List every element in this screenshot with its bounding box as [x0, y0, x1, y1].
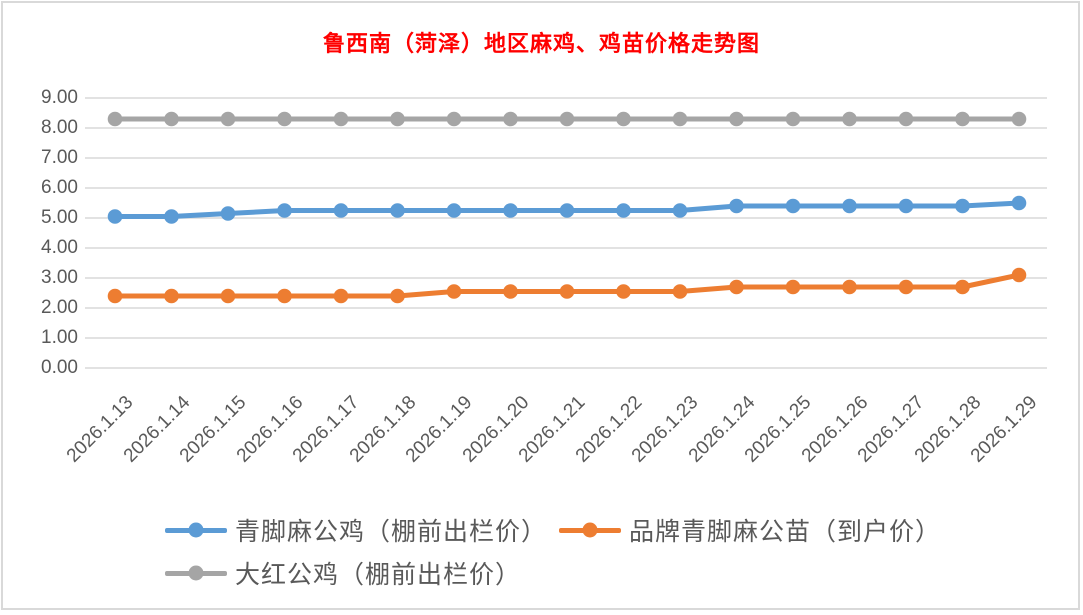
- data-point: [390, 111, 405, 127]
- data-point: [333, 288, 349, 304]
- data-point: [277, 203, 292, 218]
- data-point: [785, 111, 801, 127]
- data-point: [503, 111, 518, 127]
- data-point: [107, 288, 123, 304]
- y-tick-label: 2.00: [41, 297, 78, 318]
- y-tick-label: 8.00: [41, 117, 78, 138]
- data-point: [729, 279, 744, 295]
- legend-row: 青脚麻公鸡（棚前出栏价） 品牌青脚麻公苗（到户价）: [165, 513, 941, 547]
- data-point: [164, 209, 179, 224]
- data-point: [107, 111, 123, 127]
- data-point: [220, 288, 236, 304]
- y-tick-label: 3.00: [41, 267, 78, 288]
- data-point: [672, 284, 688, 299]
- legend-item: 大红公鸡（棚前出栏价）: [165, 556, 521, 590]
- data-point: [955, 198, 970, 214]
- legend-marker-icon: [559, 522, 622, 538]
- data-point: [1011, 267, 1027, 283]
- data-point: [446, 111, 462, 127]
- chart-title: 鲁西南（菏泽）地区麻鸡、鸡苗价格走势图: [322, 31, 760, 56]
- legend-item: 品牌青脚麻公苗（到户价）: [559, 513, 941, 547]
- data-point: [898, 111, 914, 127]
- data-point: [107, 209, 123, 224]
- y-tick-label: 9.00: [41, 87, 78, 108]
- data-point: [277, 111, 292, 127]
- data-point: [842, 198, 857, 214]
- legend-label: 品牌青脚麻公苗（到户价）: [629, 519, 942, 546]
- data-point: [277, 288, 292, 304]
- legend-marker-icon: [165, 565, 227, 581]
- legend-marker-icon: [165, 522, 227, 538]
- data-point: [898, 279, 914, 295]
- data-point: [729, 198, 744, 214]
- data-point: [616, 284, 631, 299]
- data-point: [220, 206, 236, 221]
- legend-label: 大红公鸡（棚前出栏价）: [235, 562, 522, 589]
- legend-label: 青脚麻公鸡（棚前出栏价）: [235, 519, 548, 546]
- plot-area: [85, 97, 1047, 369]
- legend: 青脚麻公鸡（棚前出栏价） 品牌青脚麻公苗（到户价） 大红公鸡（棚前出栏价）: [165, 513, 941, 590]
- data-point: [1011, 111, 1027, 127]
- data-point: [785, 198, 801, 214]
- data-point: [390, 203, 405, 218]
- data-point: [955, 279, 970, 295]
- data-point: [616, 111, 631, 127]
- data-point: [559, 284, 575, 299]
- data-point: [842, 279, 857, 295]
- legend-item: 青脚麻公鸡（棚前出栏价）: [165, 513, 547, 547]
- y-tick-label: 4.00: [41, 237, 78, 258]
- data-point: [672, 203, 688, 218]
- data-point: [333, 203, 349, 218]
- data-point: [955, 111, 970, 127]
- data-point: [503, 203, 518, 218]
- data-point: [842, 111, 857, 127]
- legend-row: 大红公鸡（棚前出栏价）: [165, 556, 941, 590]
- data-point: [898, 198, 914, 214]
- y-tick-label: 0.00: [41, 357, 78, 378]
- legend-dot-icon: [188, 522, 204, 538]
- y-tick-label: 7.00: [41, 147, 78, 168]
- y-tick-label: 6.00: [41, 177, 78, 198]
- data-point: [672, 111, 688, 127]
- data-point: [220, 111, 236, 127]
- legend-dot-icon: [582, 522, 598, 538]
- data-point: [1011, 195, 1027, 211]
- data-point: [446, 284, 462, 299]
- data-point: [559, 203, 575, 218]
- data-point: [446, 203, 462, 218]
- data-point: [333, 111, 349, 127]
- data-point: [729, 111, 744, 127]
- y-tick-label: 5.00: [41, 207, 78, 228]
- data-point: [503, 284, 518, 299]
- legend-dot-icon: [188, 565, 204, 581]
- data-point: [785, 279, 801, 295]
- data-point: [164, 111, 179, 127]
- data-point: [616, 203, 631, 218]
- y-tick-label: 1.00: [41, 327, 78, 348]
- data-point: [390, 288, 405, 304]
- data-point: [559, 111, 575, 127]
- data-point: [164, 288, 179, 304]
